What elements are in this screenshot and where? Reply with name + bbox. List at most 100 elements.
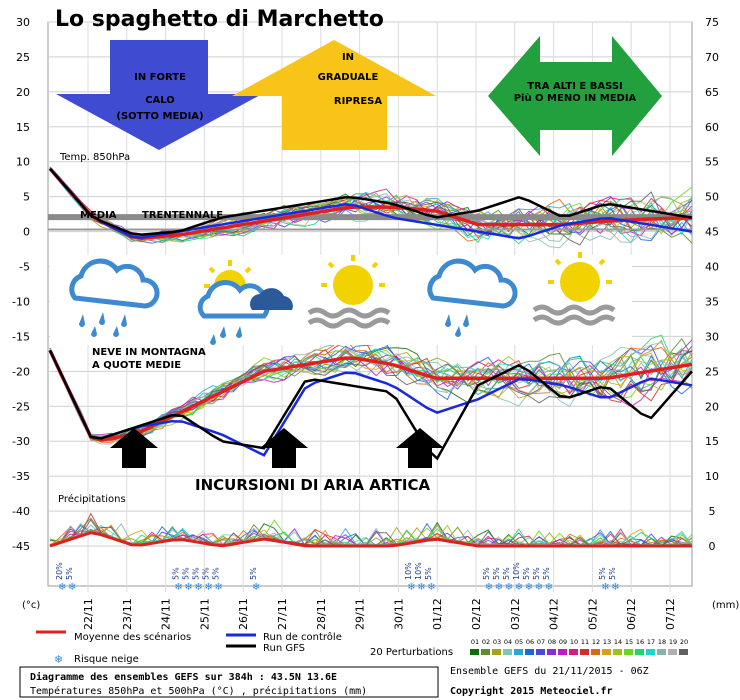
x-tick-label: 01/12 [431,598,444,630]
perturbation-swatch [492,649,501,655]
arrow-annotation: Più O MENO IN MEDIA [514,92,637,104]
y-tick-right: 15 [705,435,719,448]
snow-risk-label: 5% [424,567,433,580]
perturbation-number: 17 [647,638,655,646]
snow-risk-label: 5% [211,567,220,580]
perturbation-number: 05 [515,638,523,646]
perturbation-number: 01 [471,638,479,646]
snow-risk-label: 5% [191,567,200,580]
snowflake-icon: ❄ [214,582,222,593]
snow-risk-label: 5% [249,567,258,580]
footer-ensemble: Ensemble GEFS du 21/11/2015 - 06Z [450,666,649,677]
y-axis-left: 30 25 20 15 10 5 0 -5 -10 -15 -20 -25 -30 -35 -40 -45 (°… [12,16,40,611]
arrow-annotation: GRADUALE [318,72,379,83]
x-tick-label: 02/12 [470,598,483,630]
double-arrow-green [488,36,662,156]
snow-risk-label: 5% [502,567,511,580]
perturbation-swatch [591,649,600,655]
sun-fog-icon [307,255,391,329]
snow-risk-label: 20% [55,562,64,580]
snow-risk-label: 5% [542,567,551,580]
neve-label: NEVE IN MONTAGNA [92,347,206,358]
arrow-up-black [260,428,308,468]
perturbation-swatch [646,649,655,655]
perturbation-number: 07 [537,638,545,646]
snowflake-icon: ❄ [54,653,63,666]
trentennale-label: TRENTENNALE [142,210,223,221]
snowflake-icon: ❄ [204,582,212,593]
perturbation-number: 04 [504,638,512,646]
sun-fog-icon [532,252,616,326]
perturbation-number: 09 [559,638,567,646]
snow-risk-label: 5% [65,567,74,580]
page-title: Lo spaghetto di Marchetto [55,7,384,32]
down-arrow-blue [56,40,262,150]
perturbation-swatch [635,649,644,655]
precip-mean-line [49,531,692,548]
snowflake-icon: ❄ [68,582,76,593]
snow-risk-label: 10% [414,562,423,580]
x-tick-label: 04/12 [548,598,561,630]
perturbation-number: 08 [548,638,556,646]
y-tick-right: 75 [705,16,719,29]
perturbation-number: 18 [658,638,666,646]
snowflake-icon: ❄ [545,582,553,593]
y-tick-left: -30 [12,435,30,448]
y-tick-right: 10 [705,470,719,483]
snow-risk-label: 5% [522,567,531,580]
snowflake-icon: ❄ [407,582,415,593]
snowflake-icon: ❄ [505,582,513,593]
arrow-annotation: (SOTTO MEDIA) [116,111,203,122]
snowflake-icon: ❄ [611,582,619,593]
perturbation-number: 13 [603,638,611,646]
y-tick-right: 20 [705,400,719,413]
x-tick-label: 06/12 [625,598,638,630]
perturbation-number: 20 [680,638,688,646]
snow-risk-label: 10% [512,562,521,580]
legend: Moyenne des scénarios Run de contrôleRun … [36,630,688,666]
snowflake-icon: ❄ [58,582,66,593]
perturbation-swatch [580,649,589,655]
x-tick-label: 30/11 [392,598,405,630]
arrow-annotation: TRA ALTI E BASSI [527,81,623,92]
y-tick-right: 0 [709,540,716,553]
x-tick-label: 24/11 [160,598,173,630]
y-tick-left: 15 [16,121,30,134]
y-tick-right: 40 [705,261,719,274]
arrow-up-black [396,428,444,468]
perturbation-swatch [536,649,545,655]
snowflake-icon: ❄ [252,582,260,593]
snow-risk-label: 5% [482,567,491,580]
series-line [49,167,693,240]
y-unit-right: (mm) [712,600,739,611]
up-arrow-yellow [232,40,436,150]
y-tick-left: -10 [12,295,30,308]
arrow-up-black [110,428,158,468]
y-tick-left: 0 [23,226,30,239]
perturbation-swatch [514,649,523,655]
main-series [48,167,693,548]
snowflake-icon: ❄ [485,582,493,593]
y-tick-left: -35 [12,470,30,483]
series-line [48,349,693,461]
perturbation-number: 06 [526,638,534,646]
snowflake-icon: ❄ [184,582,192,593]
series-line [49,167,693,236]
neve-label: A QUOTE MEDIE [92,360,181,371]
legend-perturbations: 20 Perturbations [370,647,453,658]
perturbation-swatch [613,649,622,655]
perturbation-swatch [624,649,633,655]
perturbation-swatch [558,649,567,655]
x-tick-label: 03/12 [509,598,522,630]
perturbation-swatch [547,649,556,655]
sun-cloud-rain-icon [197,260,293,345]
x-tick-label: 29/11 [354,598,367,630]
snow-risk-label: 5% [608,567,617,580]
y-tick-right: 65 [705,86,719,99]
y-tick-right: 35 [705,295,719,308]
y-tick-left: -5 [19,261,30,274]
y-tick-left: -20 [12,365,30,378]
y-tick-right: 30 [705,330,719,343]
snow-risk-label: 5% [532,567,541,580]
y-tick-right: 60 [705,121,719,134]
